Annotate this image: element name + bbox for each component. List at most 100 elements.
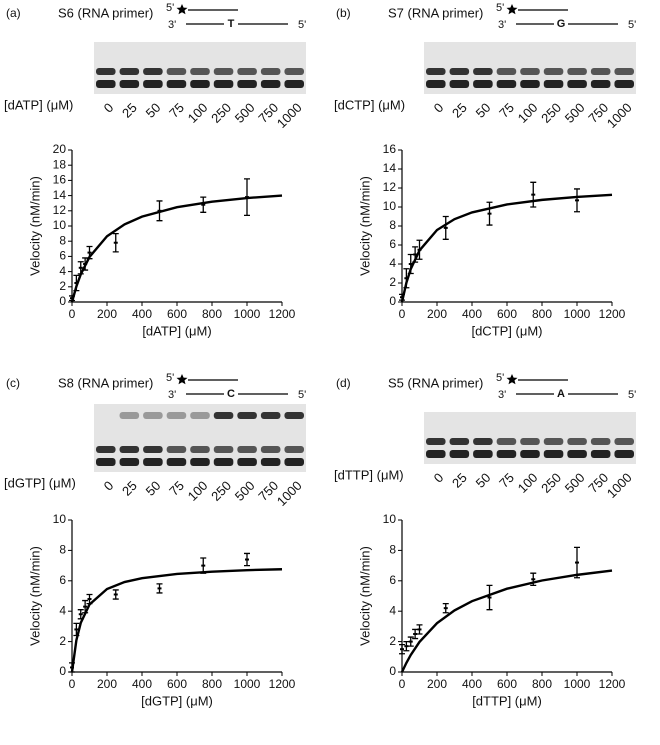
- panel: (c) S8 (RNA primer) 5'3' C 5'0 25 50 7510025050…: [4, 372, 306, 709]
- x-tick-label: 200: [97, 677, 117, 691]
- gel-band: [260, 446, 281, 453]
- y-tick-label: 6: [59, 249, 66, 263]
- fit-curve: [400, 569, 613, 673]
- gel-band: [190, 446, 210, 453]
- template-5: 5': [496, 372, 504, 384]
- gel-band: [473, 68, 493, 75]
- template-5-end: 5': [298, 389, 306, 401]
- primer-star: [176, 374, 188, 385]
- gel-band: [190, 412, 210, 419]
- gel-band: [143, 446, 163, 453]
- data-point: [417, 248, 422, 251]
- gel-band: [237, 458, 257, 466]
- gel-band: [567, 68, 587, 75]
- x-tick-label: 200: [427, 307, 447, 321]
- template-5-end: 5': [628, 19, 636, 31]
- y-tick-label: 10: [383, 199, 397, 213]
- data-point: [408, 263, 413, 265]
- lane-label: 100: [515, 470, 541, 496]
- lane-label: 500: [562, 470, 588, 496]
- data-point: [245, 196, 249, 199]
- gel-band: [284, 458, 304, 466]
- gel-band: [496, 68, 517, 75]
- data-point: [70, 297, 74, 300]
- data-point: [70, 666, 74, 669]
- y-tick-label: 16: [53, 173, 67, 187]
- lane-label: 0: [431, 100, 447, 116]
- y-tick-label: 18: [53, 157, 67, 171]
- y-axis-label: Velocity (nM/min): [27, 176, 42, 276]
- lane-label: 50: [143, 478, 164, 499]
- data-point: [157, 209, 162, 212]
- lane-label: 25: [119, 100, 140, 121]
- lane-label: 0: [101, 100, 117, 116]
- template-base: G: [557, 18, 566, 30]
- gel-band: [473, 438, 493, 445]
- gel-band: [119, 80, 140, 88]
- lane-label: 250: [538, 100, 564, 126]
- gel-band: [166, 68, 187, 75]
- lane-label: 75: [166, 100, 187, 121]
- gel-band: [96, 446, 116, 453]
- y-axis-label: Velocity (nM/min): [357, 176, 372, 276]
- x-tick-label: 1000: [564, 677, 591, 691]
- gel-band: [590, 450, 611, 458]
- data-point: [413, 253, 418, 256]
- x-tick-label: 200: [427, 677, 447, 691]
- gel-band: [449, 80, 470, 88]
- template-3: 3': [498, 389, 506, 401]
- data-point: [113, 593, 118, 596]
- x-tick-label: 800: [532, 307, 552, 321]
- gel-band: [166, 412, 187, 419]
- y-tick-label: 8: [389, 218, 396, 232]
- x-tick-label: 0: [69, 677, 76, 691]
- y-tick-label: 0: [59, 664, 66, 678]
- lane-label: 0: [431, 470, 447, 486]
- data-point: [400, 296, 404, 299]
- x-tick-label: 600: [497, 677, 517, 691]
- gel-band: [260, 412, 281, 419]
- x-axis-label: [dGTP] (μM): [141, 693, 213, 708]
- gel-band: [449, 450, 470, 458]
- y-tick-label: 10: [383, 512, 397, 526]
- gel-band: [567, 450, 587, 458]
- lane-label: 50: [143, 100, 164, 121]
- template-3: 3': [168, 389, 176, 401]
- data-point: [408, 640, 413, 643]
- gel-band: [260, 68, 281, 75]
- gel-band: [166, 458, 187, 466]
- data-point: [417, 628, 422, 631]
- gel-band: [543, 68, 564, 75]
- y-tick-label: 6: [59, 573, 66, 587]
- fit-curve: [400, 193, 613, 303]
- gel-band: [614, 68, 634, 75]
- gel-band: [190, 80, 210, 88]
- y-tick-label: 12: [53, 203, 67, 217]
- lane-label: 100: [185, 478, 211, 504]
- lane-label: 1000: [274, 100, 305, 131]
- x-tick-label: 400: [462, 677, 482, 691]
- gel-band: [520, 80, 540, 88]
- data-point: [87, 251, 92, 254]
- gel-band: [96, 80, 116, 88]
- y-axis-label: Velocity (nM/min): [357, 546, 372, 646]
- gel-band: [590, 68, 611, 75]
- template-3: 3': [498, 19, 506, 31]
- lane-label: 250: [208, 100, 234, 126]
- gel-band: [284, 68, 304, 75]
- y-tick-label: 4: [389, 256, 396, 270]
- x-tick-label: 1200: [269, 307, 296, 321]
- lane-label: 75: [166, 478, 187, 499]
- lane-label: 25: [449, 470, 470, 491]
- template-5: 5': [496, 2, 504, 14]
- gel-band: [143, 68, 163, 75]
- data-point: [201, 203, 206, 206]
- gel-band: [190, 68, 210, 75]
- gel-band: [213, 458, 234, 466]
- y-tick-label: 12: [383, 180, 397, 194]
- panel: (b) S7 (RNA primer) 5'3' G 5'0 25 50 7510025050…: [334, 2, 636, 339]
- y-tick-label: 6: [389, 237, 396, 251]
- data-point: [531, 578, 536, 581]
- data-point: [443, 226, 448, 229]
